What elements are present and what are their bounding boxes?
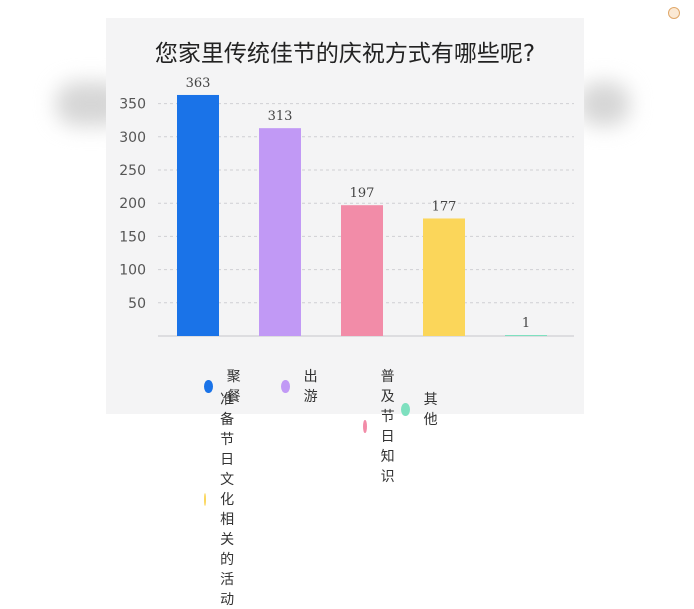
data-label: 177 xyxy=(432,199,457,214)
legend-item: 普及节日知识 xyxy=(363,366,404,486)
legend-swatch xyxy=(204,379,213,393)
y-tick-label: 250 xyxy=(119,163,146,179)
data-label: 313 xyxy=(268,109,293,124)
background-blur-right xyxy=(578,82,630,126)
y-tick-label: 300 xyxy=(119,130,146,146)
bar-1 xyxy=(177,94,219,336)
y-tick-label: 200 xyxy=(119,196,146,212)
data-label: 197 xyxy=(350,186,375,201)
bar-5 xyxy=(505,335,547,336)
legend-swatch xyxy=(401,402,410,416)
y-tick-label: 350 xyxy=(119,97,146,113)
y-tick-label: 100 xyxy=(119,263,146,279)
legend-item: 准备节日文化相关的活动 xyxy=(204,389,245,609)
legend-label: 准备节日文化相关的活动 xyxy=(220,392,235,608)
bar-4 xyxy=(423,218,465,336)
legend-swatch xyxy=(281,379,290,393)
y-tick-label: 50 xyxy=(128,296,146,312)
legend-item: 出游 xyxy=(281,366,322,406)
data-label: 1 xyxy=(522,316,530,331)
bar-chart: 50 100 150 200 250 300 350 363 313 197 177 1 xyxy=(119,76,574,337)
legend-swatch xyxy=(204,492,207,506)
legend-item: 其他 xyxy=(401,389,442,429)
legend-item: 聚餐 xyxy=(204,366,245,406)
legend-swatch xyxy=(363,419,367,433)
chart-card: 您家里传统佳节的庆祝方式有哪些呢? 50 100 150 200 250 300 350 36… xyxy=(106,18,584,608)
y-tick-label: 150 xyxy=(119,229,146,245)
bar-2 xyxy=(259,128,301,336)
corner-dot-icon xyxy=(668,7,680,19)
legend-label: 出游 xyxy=(303,369,318,405)
chart-title: 您家里传统佳节的庆祝方式有哪些呢? xyxy=(154,41,536,67)
bar-3 xyxy=(341,205,383,336)
legend-label: 其他 xyxy=(423,392,438,428)
legend-label: 聚餐 xyxy=(226,369,241,405)
data-label: 363 xyxy=(186,76,211,91)
